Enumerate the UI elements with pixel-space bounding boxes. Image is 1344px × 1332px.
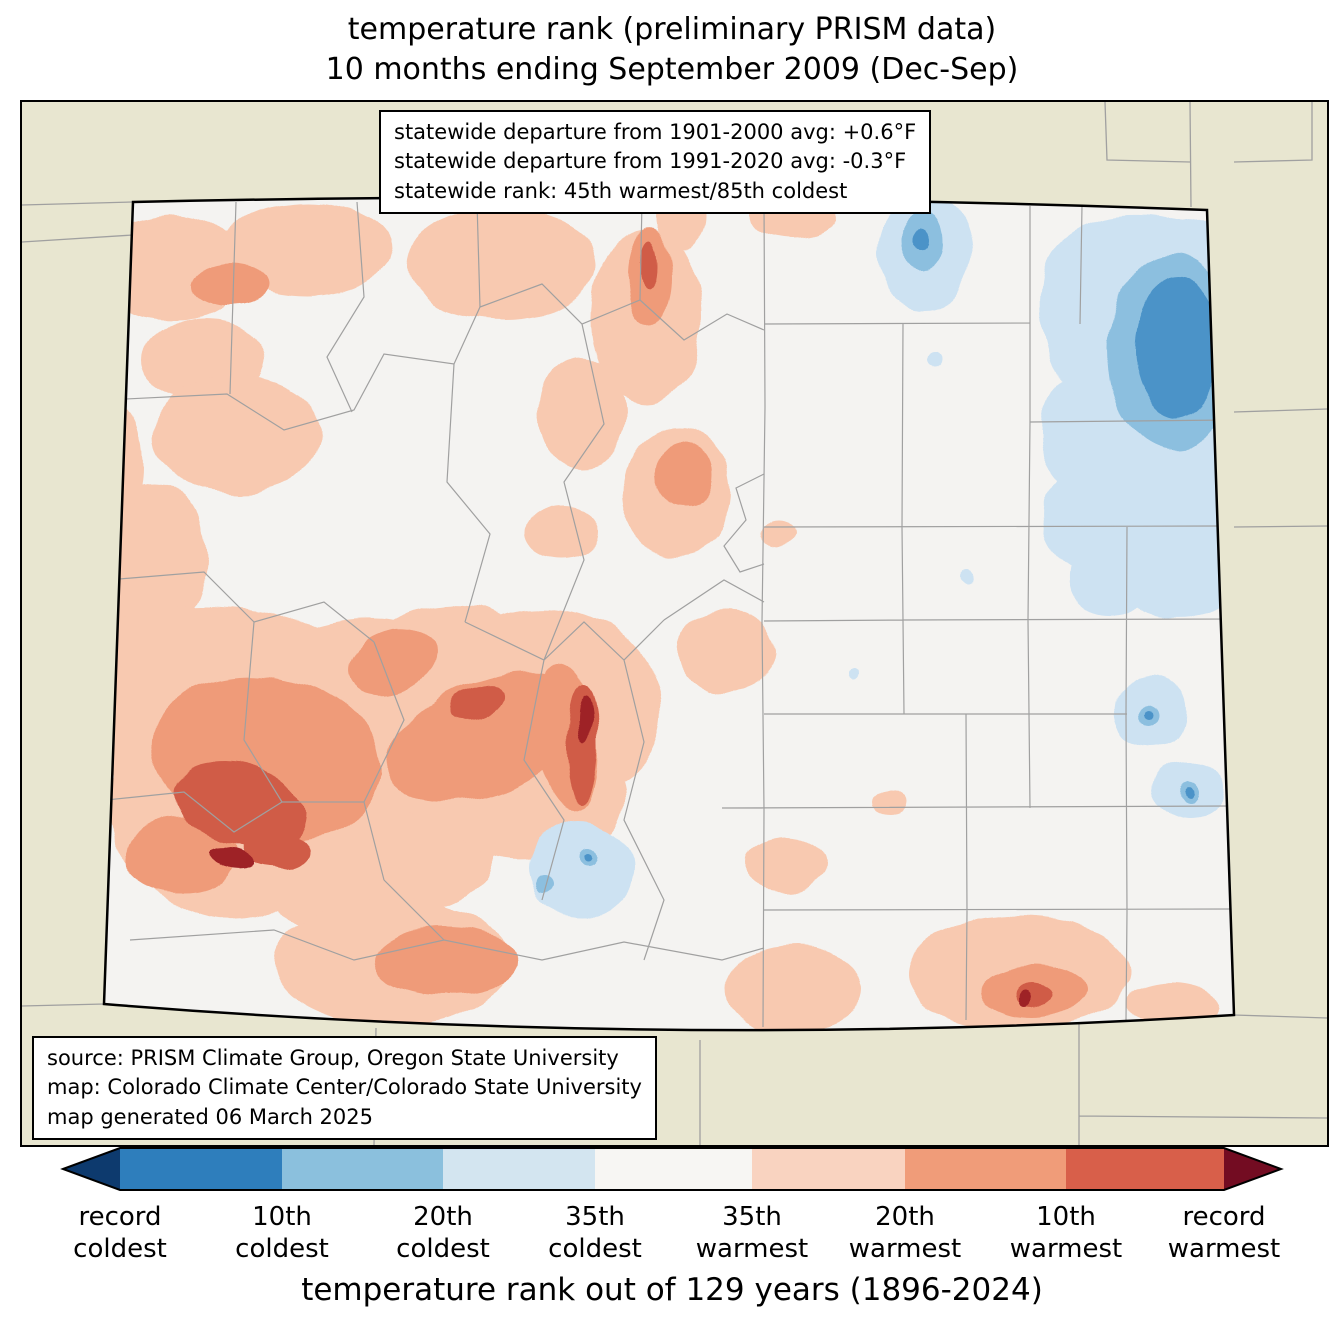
warm-region <box>173 761 307 847</box>
colorbar-outline <box>60 1147 1284 1191</box>
legend-label-10th-coldest: 10th coldest <box>235 1202 329 1265</box>
colorbar-axis-title: temperature rank out of 129 years (1896-… <box>301 1272 1043 1308</box>
colorbar <box>0 1146 1344 1198</box>
map-credit-line: map: Colorado Climate Center/Colorado St… <box>47 1075 642 1100</box>
legend-label-20th-coldest: 20th coldest <box>396 1202 490 1265</box>
colorbar-segment <box>282 1148 443 1190</box>
stats-line-1991-2020: statewide departure from 1991-2020 avg: … <box>394 149 907 174</box>
cold-region <box>911 230 931 250</box>
page-title: temperature rank (preliminary PRISM data… <box>0 10 1344 90</box>
warm-dark-regions <box>173 240 1054 1006</box>
warm-region <box>208 847 256 871</box>
warm-region <box>152 376 322 492</box>
legend-label-35th-coldest: 35th coldest <box>548 1202 642 1265</box>
state-data-layer <box>104 197 1234 1031</box>
source-line: source: PRISM Climate Group, Oregon Stat… <box>47 1046 619 1070</box>
colorado-map <box>22 102 1327 1145</box>
legend-label-record-coldest: record coldest <box>73 1202 167 1265</box>
warm-region <box>245 832 309 868</box>
warm-region <box>347 629 437 695</box>
warm-region <box>407 210 597 320</box>
page-title-line1: temperature rank (preliminary PRISM data… <box>347 12 997 47</box>
generated-date-line: map generated 06 March 2025 <box>47 1104 374 1129</box>
cold-region <box>526 822 634 918</box>
warm-region <box>759 520 799 548</box>
warm-region <box>450 684 504 720</box>
cold-region <box>1185 787 1195 797</box>
warm-region <box>1018 992 1032 1006</box>
colorbar-segment <box>1066 1148 1224 1190</box>
map-panel: statewide departure from 1901-2000 avg: … <box>20 100 1329 1147</box>
legend-label-line: 35th <box>565 1202 625 1232</box>
legend-label-line: warmest <box>1009 1233 1123 1264</box>
warm-region <box>375 928 519 996</box>
stats-line-1901-2000: statewide departure from 1901-2000 avg: … <box>394 120 917 144</box>
legend-label-line: 20th <box>413 1202 473 1232</box>
warm-region <box>641 240 659 288</box>
legend-label-line: record <box>78 1202 162 1232</box>
warm-region <box>872 790 908 814</box>
warm-region <box>679 610 775 694</box>
warm-region <box>577 696 591 744</box>
statewide-stats-box: statewide departure from 1901-2000 avg: … <box>379 110 932 215</box>
page-title-line2: 10 months ending September 2009 (Dec-Sep… <box>325 52 1019 88</box>
record-coldest-arrow <box>63 1148 120 1190</box>
warm-region <box>747 836 827 892</box>
legend-label-20th-warmest: 20th warmest <box>849 1202 962 1265</box>
cold-region <box>1145 709 1155 719</box>
colorbar-svg <box>60 1147 1284 1191</box>
legend-label-line: warmest <box>1167 1233 1281 1264</box>
cold-region <box>533 878 551 896</box>
colorbar-segment <box>905 1148 1066 1190</box>
colorbar-segment <box>752 1148 905 1190</box>
cold-region <box>1133 277 1221 417</box>
legend-label-record-warmest: record warmest <box>1168 1202 1281 1265</box>
legend-label-line: 10th <box>1036 1202 1096 1232</box>
warm-region <box>656 442 712 506</box>
legend-label-35th-warmest: 35th warmest <box>696 1202 809 1265</box>
warm-region <box>222 204 392 296</box>
warm-region <box>537 357 627 467</box>
stats-line-rank: statewide rank: 45th warmest/85th coldes… <box>394 178 848 203</box>
cold-region <box>927 353 941 367</box>
colorbar-labels: record coldest 10th coldest 20th coldest… <box>0 1202 1344 1272</box>
colorbar-segment <box>443 1148 595 1190</box>
legend-label-line: warmest <box>695 1233 809 1264</box>
legend-label-line: warmest <box>848 1233 962 1264</box>
cold-region <box>961 570 975 584</box>
cold-region <box>852 666 864 678</box>
legend-label-line: record <box>1182 1202 1266 1232</box>
colorbar-segment <box>120 1148 282 1190</box>
legend-label-line: coldest <box>235 1233 329 1264</box>
county-lines-east <box>721 201 1234 1028</box>
legend-label-line: coldest <box>73 1233 167 1264</box>
legend-label-line: 10th <box>252 1202 312 1232</box>
cold-region <box>585 850 593 858</box>
warm-region <box>526 506 598 558</box>
legend-label-line: coldest <box>548 1233 642 1264</box>
source-box: source: PRISM Climate Group, Oregon Stat… <box>32 1036 657 1141</box>
legend-label-10th-warmest: 10th warmest <box>1010 1202 1123 1265</box>
record-warm-regions <box>208 696 1032 1006</box>
cold-dark-regions <box>585 230 1221 858</box>
warm-region <box>726 946 862 1031</box>
legend-label-line: 35th <box>722 1202 782 1232</box>
county-lines-west <box>105 201 765 961</box>
warm-region <box>192 262 268 306</box>
legend-label-line: 20th <box>875 1202 935 1232</box>
warm-region <box>1126 984 1218 1024</box>
record-warmest-arrow <box>1224 1148 1281 1190</box>
legend-label-line: coldest <box>396 1233 490 1264</box>
colorbar-segment <box>595 1148 752 1190</box>
